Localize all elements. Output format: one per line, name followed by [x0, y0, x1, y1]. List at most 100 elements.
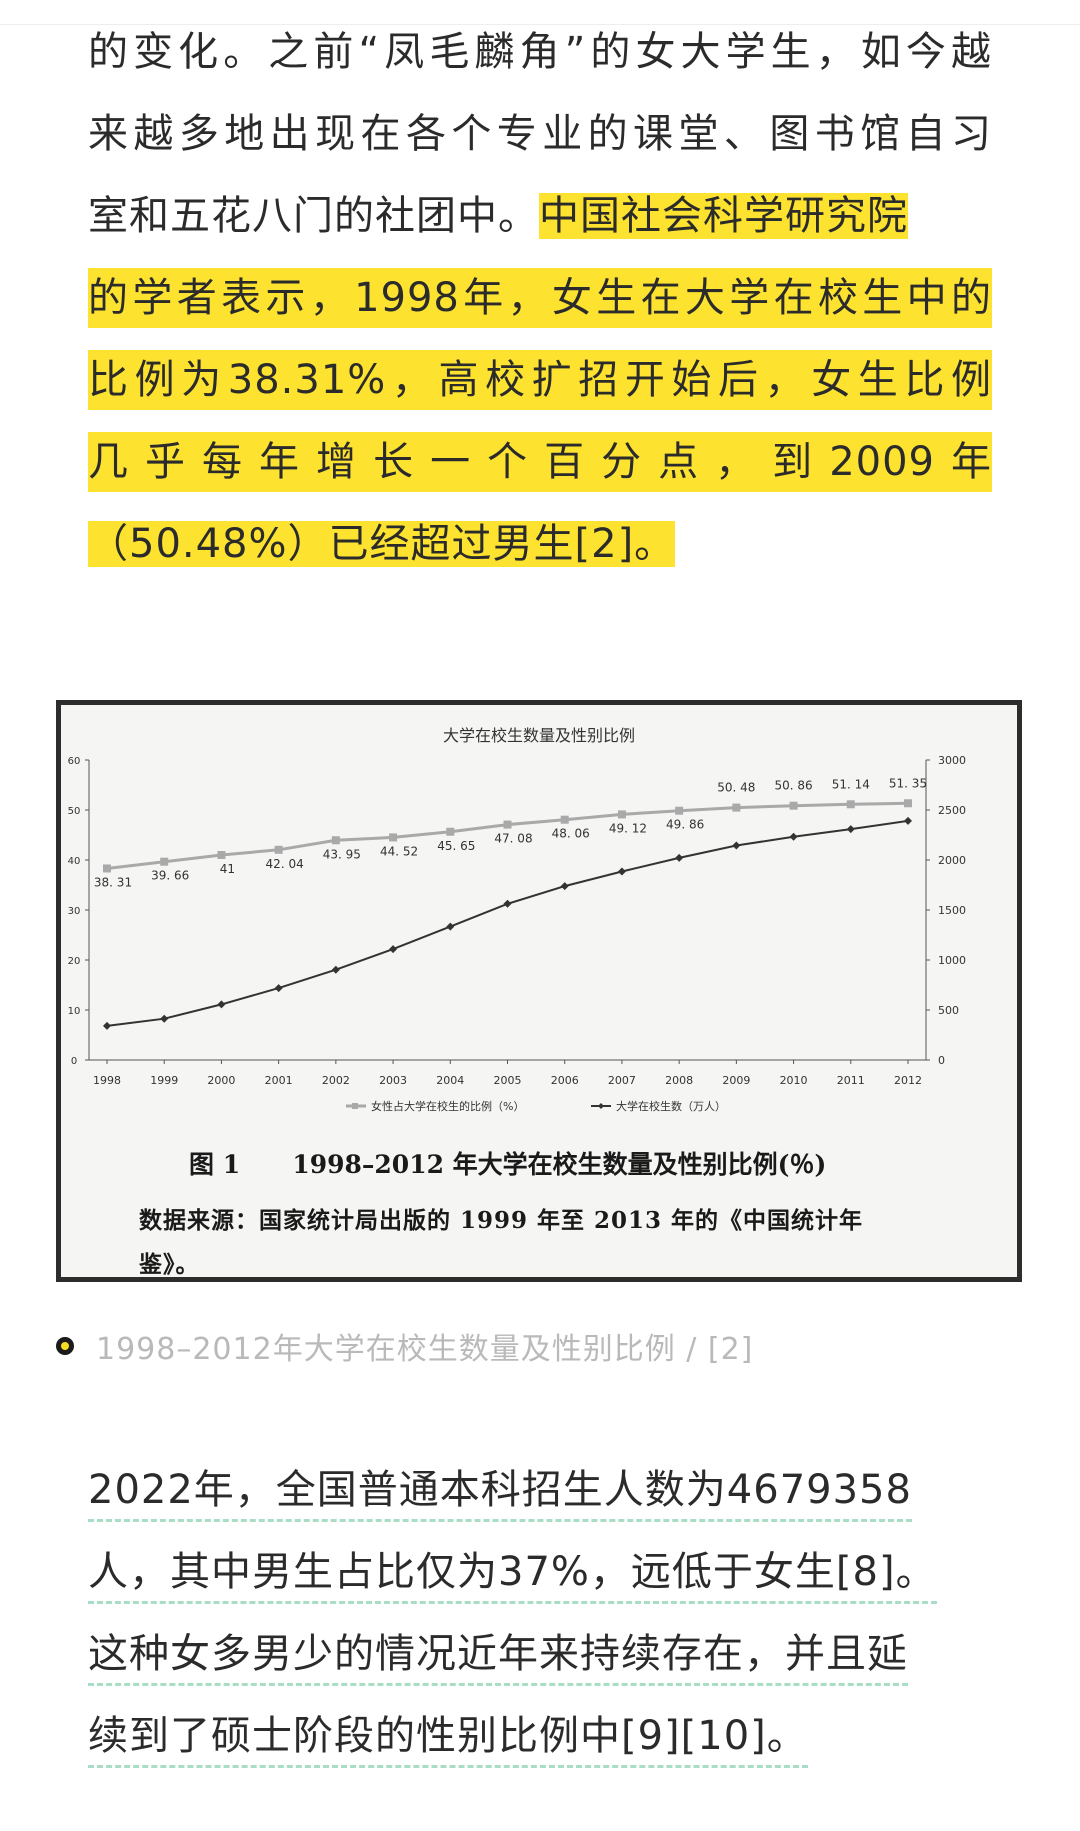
- x-tick-label: 2010: [780, 1074, 808, 1087]
- data-label-female-ratio: 49. 86: [666, 818, 704, 832]
- highlighted-text[interactable]: 的学者表示，1998年，女生在大学在校生中的: [88, 268, 992, 328]
- data-label-female-ratio: 51. 35: [889, 776, 927, 790]
- text-line: 人，其中男生占比仅为37%，远低于女生[8]。: [88, 1542, 937, 1604]
- x-tick-label: 1999: [150, 1074, 178, 1087]
- underlined-text[interactable]: 人，其中男生占比仅为37%，远低于女生[8]。: [88, 1549, 937, 1604]
- data-point-female-ratio: [560, 815, 569, 824]
- data-label-female-ratio: 38. 31: [94, 875, 132, 889]
- y-tick-label-right: 2500: [938, 804, 966, 817]
- data-point-female-ratio: [617, 810, 626, 819]
- text-line: 这种女多男少的情况近年来持续存在，并且延: [88, 1624, 908, 1686]
- y-tick-label-right: 3000: [938, 754, 966, 767]
- data-label-female-ratio: 44. 52: [380, 844, 418, 858]
- x-tick-label: 2001: [265, 1074, 293, 1087]
- text-line: 的变化。之前“凤毛麟角”的女大学生，如今越: [88, 29, 992, 75]
- data-point-female-ratio: [217, 851, 226, 859]
- y-tick-label-right: 1500: [938, 904, 966, 917]
- highlighted-text[interactable]: （50.48%）已经超过男生[2]。: [88, 521, 676, 567]
- data-point-enrollment: [503, 899, 512, 908]
- data-label-female-ratio: 49. 12: [609, 821, 647, 835]
- y-tick-label-left: 10: [68, 1006, 81, 1017]
- data-label-female-ratio: 39. 66: [151, 869, 189, 883]
- x-tick-label: 2009: [722, 1074, 750, 1087]
- data-point-female-ratio: [503, 820, 512, 829]
- y-tick-label-left: 50: [68, 806, 81, 817]
- data-label-female-ratio: 45. 65: [437, 839, 475, 853]
- x-tick-label: 2004: [436, 1074, 464, 1087]
- y-tick-label-right: 2000: [938, 854, 966, 867]
- y-tick-label-right: 500: [938, 1004, 959, 1017]
- highlighted-text[interactable]: 中国社会科学研究院: [539, 193, 908, 239]
- data-point-enrollment: [160, 1014, 169, 1023]
- data-point-enrollment: [904, 816, 912, 825]
- y-tick-label-left: 0: [71, 1056, 77, 1067]
- data-label-female-ratio: 42. 04: [266, 857, 304, 871]
- text-line: 来越多地出现在各个专业的课堂、图书馆自习: [88, 111, 992, 157]
- x-tick-label: 1998: [93, 1074, 121, 1087]
- data-label-female-ratio: 43. 95: [323, 847, 361, 861]
- figure-title: 图 1 1998–2012 年大学在校生数量及性别比例(％): [189, 1150, 827, 1179]
- legend-label-female-ratio: 女性占大学在校生的比例（%）: [371, 1099, 524, 1113]
- top-divider: [0, 24, 1080, 25]
- underlined-text[interactable]: 续到了硕士阶段的性别比例中[9][10]。: [88, 1713, 808, 1768]
- data-point-enrollment: [331, 965, 340, 974]
- data-point-female-ratio: [789, 801, 798, 810]
- figure-image[interactable]: 大学在校生数量及性别比例 0 10 20 30 40 50 60 0 500 1000 1500 20…: [56, 700, 1022, 1282]
- data-point-enrollment: [617, 867, 626, 876]
- figure-source-line: 鉴》。: [139, 1251, 200, 1278]
- x-tick-label: 2003: [379, 1074, 407, 1087]
- y-tick-label-right: 0: [938, 1054, 945, 1067]
- underlined-text[interactable]: 这种女多男少的情况近年来持续存在，并且延: [88, 1631, 908, 1686]
- data-point-enrollment: [846, 825, 855, 834]
- series-line-enrollment: [106, 819, 909, 1027]
- legend-marker-female-ratio: [352, 1103, 358, 1109]
- data-point-enrollment: [217, 1000, 226, 1009]
- x-tick-label: 2012: [894, 1074, 922, 1087]
- figure-source: 数据来源：国家统计局出版的 1999 年至 2013 年的《中国统计年 鉴》。: [139, 1199, 919, 1287]
- data-label-female-ratio: 47. 08: [494, 832, 532, 846]
- y-tick-label-left: 40: [68, 856, 81, 867]
- data-label-female-ratio: 41: [220, 862, 235, 876]
- highlighted-text[interactable]: 比例为38.31%，高校扩招开始后，女生比例: [88, 350, 992, 410]
- image-caption: 1998–2012年大学在校生数量及性别比例 / [2]: [56, 1322, 753, 1370]
- data-point-enrollment: [446, 922, 455, 931]
- data-point-female-ratio: [389, 833, 398, 842]
- text-line: 室和五花八门的社团中。中国社会科学研究院: [88, 186, 908, 246]
- line-chart: 大学在校生数量及性别比例 0 10 20 30 40 50 60 0 500 1000 1500 20…: [68, 726, 966, 1113]
- legend-label-enrollment: 大学在校生数（万人）: [616, 1099, 726, 1113]
- caption-bullet-icon: [56, 1337, 74, 1355]
- data-label-female-ratio: 50. 86: [774, 779, 812, 793]
- data-label-female-ratio: 48. 06: [552, 827, 590, 841]
- underlined-text[interactable]: 2022年，全国普通本科招生人数为4679358: [88, 1467, 912, 1522]
- data-point-enrollment: [732, 841, 741, 850]
- x-tick-label: 2002: [322, 1074, 350, 1087]
- data-point-female-ratio: [675, 806, 684, 815]
- x-tick-label: 2000: [207, 1074, 235, 1087]
- text-line: 2022年，全国普通本科招生人数为4679358: [88, 1460, 912, 1522]
- x-tick-label: 2006: [551, 1074, 579, 1087]
- text-line: （50.48%）已经超过男生[2]。: [88, 514, 676, 574]
- data-point-enrollment: [274, 984, 283, 993]
- data-point-female-ratio: [732, 803, 741, 812]
- data-point-female-ratio: [446, 827, 455, 836]
- figure-source-line: 数据来源：国家统计局出版的 1999 年至 2013 年的《中国统计年: [139, 1207, 864, 1234]
- x-tick-label: 2005: [494, 1074, 522, 1087]
- legend-marker-enrollment: [598, 1103, 604, 1109]
- text-line: 续到了硕士阶段的性别比例中[9][10]。: [88, 1706, 808, 1768]
- highlighted-text[interactable]: 几乎每年增长一个百分点，到2009年: [88, 432, 992, 492]
- chart-title: 大学在校生数量及性别比例: [443, 726, 635, 745]
- data-point-enrollment: [103, 1021, 111, 1030]
- y-tick-label-left: 20: [68, 956, 81, 967]
- x-tick-label: 2008: [665, 1074, 693, 1087]
- data-label-female-ratio: 50. 48: [717, 781, 755, 795]
- data-point-female-ratio: [331, 836, 340, 845]
- data-label-female-ratio: 51. 14: [832, 777, 870, 791]
- data-point-female-ratio: [103, 864, 111, 873]
- data-point-enrollment: [389, 945, 398, 954]
- data-point-female-ratio: [274, 845, 283, 854]
- x-tick-label: 2007: [608, 1074, 636, 1087]
- caption-text: 1998–2012年大学在校生数量及性别比例 / [2]: [96, 1332, 754, 1367]
- data-point-female-ratio: [904, 799, 912, 808]
- y-tick-label-left: 30: [68, 906, 81, 917]
- y-tick-label-left: 60: [68, 756, 81, 767]
